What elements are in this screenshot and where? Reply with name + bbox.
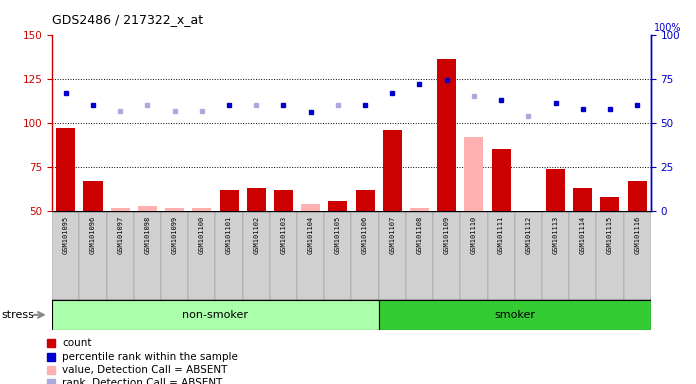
Bar	[138, 206, 157, 211]
Bar	[569, 211, 596, 300]
Bar	[542, 211, 569, 300]
Bar	[134, 211, 161, 300]
Bar	[56, 128, 75, 211]
Text: GSM101109: GSM101109	[444, 216, 450, 254]
Text: GSM101114: GSM101114	[580, 216, 586, 254]
Text: GSM101111: GSM101111	[498, 216, 504, 254]
Text: GSM101106: GSM101106	[362, 216, 368, 254]
Bar	[79, 211, 106, 300]
Bar	[243, 211, 270, 300]
Text: GSM101098: GSM101098	[145, 216, 150, 254]
Bar	[437, 59, 456, 211]
Text: non-smoker: non-smoker	[182, 310, 248, 320]
Bar	[111, 208, 129, 211]
Bar	[192, 208, 212, 211]
Bar	[52, 211, 79, 300]
Text: rank, Detection Call = ABSENT: rank, Detection Call = ABSENT	[62, 378, 223, 384]
Text: percentile rank within the sample: percentile rank within the sample	[62, 351, 238, 362]
Bar	[356, 190, 374, 211]
Text: 100%: 100%	[654, 23, 682, 33]
Bar	[596, 211, 624, 300]
Text: GSM101116: GSM101116	[634, 216, 640, 254]
Bar	[515, 211, 542, 300]
Text: GSM101105: GSM101105	[335, 216, 341, 254]
Bar	[624, 211, 651, 300]
Text: GSM101101: GSM101101	[226, 216, 232, 254]
Text: GSM101099: GSM101099	[172, 216, 177, 254]
Text: GSM101115: GSM101115	[607, 216, 613, 254]
Text: GSM101107: GSM101107	[389, 216, 395, 254]
Bar	[574, 188, 592, 211]
Bar	[301, 204, 320, 211]
Bar	[165, 208, 184, 211]
Text: GSM101102: GSM101102	[253, 216, 259, 254]
Bar	[460, 211, 487, 300]
Bar	[379, 211, 406, 300]
Bar	[410, 208, 429, 211]
Bar	[188, 211, 216, 300]
Text: value, Detection Call = ABSENT: value, Detection Call = ABSENT	[62, 365, 228, 375]
Bar	[433, 211, 460, 300]
Bar	[406, 211, 433, 300]
Text: GSM101097: GSM101097	[117, 216, 123, 254]
Bar	[329, 200, 347, 211]
Bar	[379, 300, 651, 330]
Bar	[351, 211, 379, 300]
Text: GSM101100: GSM101100	[199, 216, 205, 254]
Text: GDS2486 / 217322_x_at: GDS2486 / 217322_x_at	[52, 13, 203, 26]
Text: GSM101104: GSM101104	[308, 216, 314, 254]
Bar	[52, 300, 379, 330]
Bar	[601, 197, 619, 211]
Bar	[383, 130, 402, 211]
Bar	[274, 190, 293, 211]
Text: GSM101096: GSM101096	[90, 216, 96, 254]
Bar	[324, 211, 351, 300]
Bar	[216, 211, 243, 300]
Bar	[270, 211, 297, 300]
Text: GSM101095: GSM101095	[63, 216, 69, 254]
Bar	[84, 181, 102, 211]
Text: smoker: smoker	[494, 310, 535, 320]
Bar	[246, 188, 266, 211]
Bar	[106, 211, 134, 300]
Text: GSM101110: GSM101110	[471, 216, 477, 254]
Text: GSM101113: GSM101113	[553, 216, 558, 254]
Bar	[628, 181, 647, 211]
Text: count: count	[62, 338, 91, 348]
Bar	[297, 211, 324, 300]
Text: stress: stress	[1, 310, 34, 320]
Bar	[487, 211, 515, 300]
Text: GSM101112: GSM101112	[525, 216, 531, 254]
Bar	[546, 169, 565, 211]
Text: GSM101103: GSM101103	[280, 216, 287, 254]
Bar	[219, 190, 239, 211]
Text: GSM101108: GSM101108	[416, 216, 422, 254]
Bar	[464, 137, 484, 211]
Bar	[491, 149, 511, 211]
Bar	[161, 211, 188, 300]
